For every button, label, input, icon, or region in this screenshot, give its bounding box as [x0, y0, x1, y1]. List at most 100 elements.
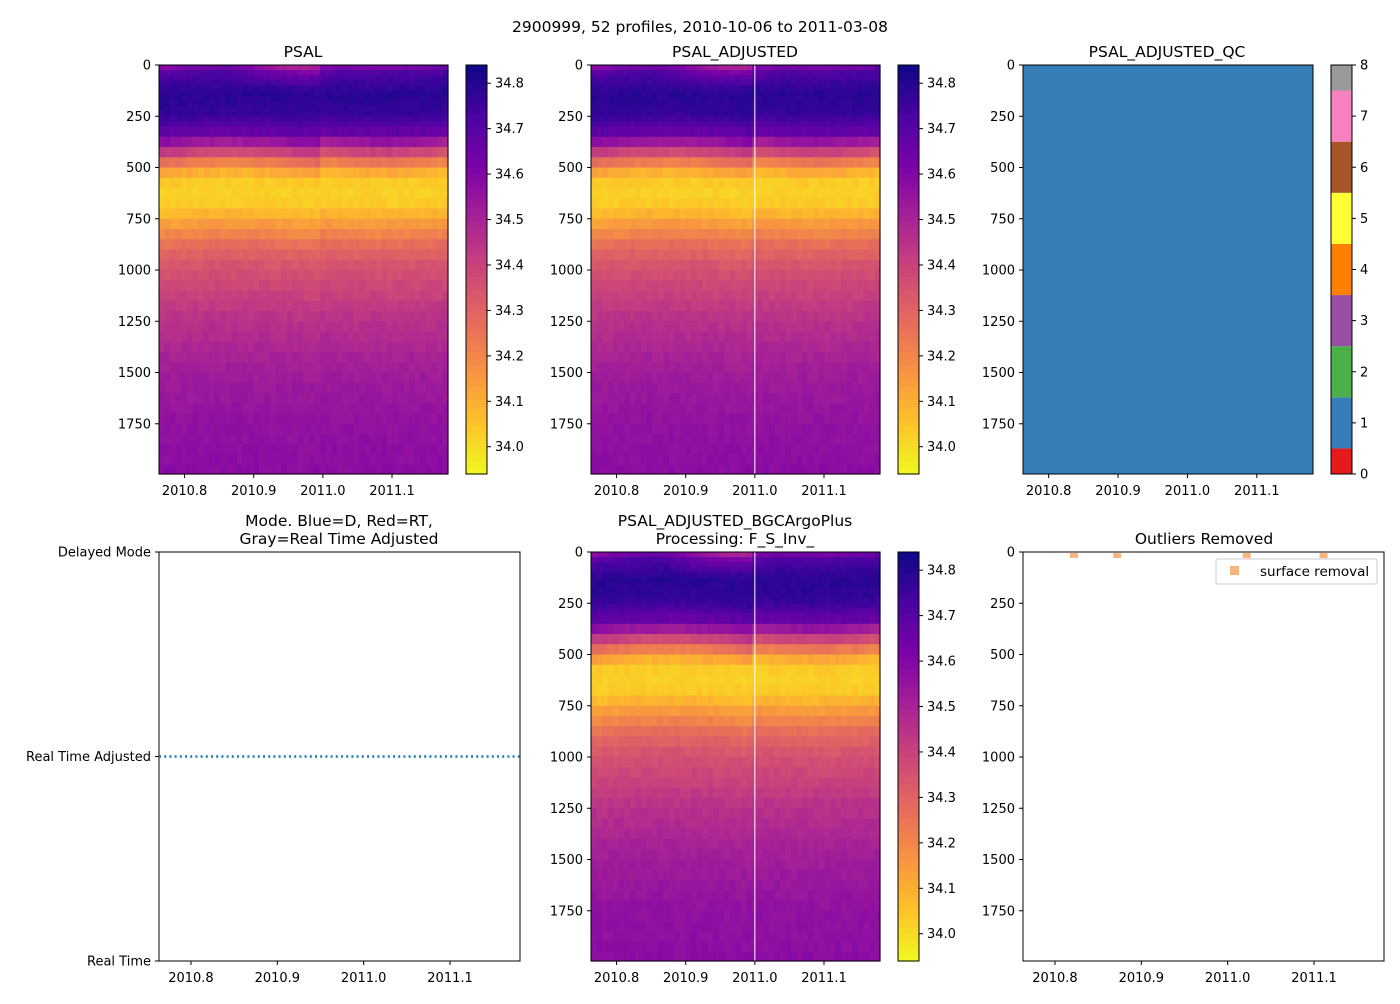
colorbar-segment — [466, 365, 487, 372]
heatmap-cell — [248, 80, 254, 86]
heatmap-cell — [852, 250, 858, 261]
heatmap-cell — [619, 157, 625, 168]
x-axis-xtick-label: 2010.9 — [231, 484, 277, 499]
heatmap-cell — [387, 91, 393, 97]
heatmap-cell — [641, 239, 647, 250]
heatmap-cell — [265, 362, 271, 373]
heatmap-cell — [819, 270, 825, 281]
heatmap-cell — [769, 91, 775, 97]
heatmap-cell — [591, 137, 597, 148]
heatmap-cell — [304, 70, 310, 76]
heatmap-cell — [702, 111, 708, 117]
heatmap-cell — [248, 424, 254, 435]
heatmap-cell — [420, 106, 426, 112]
heatmap-cell — [320, 342, 326, 353]
heatmap-cell — [797, 209, 803, 220]
heatmap-cell — [830, 270, 836, 281]
heatmap-cell — [758, 414, 764, 425]
heatmap-cell — [724, 373, 730, 384]
heatmap-cell — [192, 229, 198, 240]
heatmap-cell — [176, 96, 182, 102]
heatmap-cell — [685, 291, 691, 302]
heatmap-cell — [697, 116, 703, 122]
heatmap-cell — [426, 444, 432, 455]
heatmap-cell — [841, 301, 847, 312]
heatmap-cell — [708, 291, 714, 302]
heatmap-cell — [320, 270, 326, 281]
heatmap-cell — [292, 260, 298, 271]
heatmap-cell — [348, 111, 354, 117]
heatmap-cell — [326, 86, 332, 92]
heatmap-cell — [608, 178, 614, 189]
heatmap-cell — [259, 80, 265, 86]
heatmap-cell — [187, 352, 193, 363]
heatmap-cell — [265, 403, 271, 414]
heatmap-cell — [669, 250, 675, 261]
heatmap-cell — [724, 465, 730, 475]
heatmap-cell — [342, 342, 348, 353]
heatmap-cell — [663, 137, 669, 148]
heatmap-cell — [192, 403, 198, 414]
heatmap-cell — [669, 147, 675, 158]
heatmap-cell — [420, 116, 426, 122]
heatmap-cell — [802, 393, 808, 404]
heatmap-cell — [270, 65, 276, 71]
heatmap-cell — [858, 321, 864, 332]
heatmap-cell — [602, 75, 608, 81]
heatmap-cell — [791, 321, 797, 332]
heatmap-cell — [813, 70, 819, 76]
x-axis-xtick-label: 2011.1 — [801, 484, 847, 499]
heatmap-cell — [309, 291, 315, 302]
heatmap-cell — [608, 65, 614, 71]
heatmap-cell — [808, 403, 814, 414]
heatmap-cell — [624, 209, 630, 220]
heatmap-cell — [215, 106, 221, 112]
heatmap-cell — [215, 342, 221, 353]
heatmap-cell — [647, 106, 653, 112]
heatmap-cell — [409, 424, 415, 435]
heatmap-cell — [165, 157, 171, 168]
heatmap-cell — [624, 70, 630, 76]
heatmap-cell — [437, 260, 443, 271]
heatmap-cell — [359, 321, 365, 332]
heatmap-cell — [769, 147, 775, 158]
heatmap-cell — [409, 373, 415, 384]
heatmap-cell — [624, 198, 630, 209]
heatmap-cell — [747, 75, 753, 81]
heatmap-cell — [304, 291, 310, 302]
heatmap-cell — [702, 424, 708, 435]
heatmap-cell — [708, 101, 714, 107]
colorbar-segment — [466, 433, 487, 440]
heatmap-cell — [376, 352, 382, 363]
heatmap-cell — [813, 434, 819, 445]
heatmap-cell — [159, 219, 165, 230]
heatmap-cell — [763, 178, 769, 189]
heatmap-cell — [365, 116, 371, 122]
heatmap-cell — [713, 301, 719, 312]
heatmap-cell — [348, 332, 354, 343]
heatmap-cell — [852, 414, 858, 425]
heatmap-cell — [691, 362, 697, 373]
heatmap-cell — [431, 311, 437, 322]
heatmap-cell — [348, 209, 354, 220]
heatmap-cell — [830, 188, 836, 199]
heatmap-cell — [315, 116, 321, 122]
heatmap-cell — [359, 121, 365, 127]
heatmap-cell — [741, 96, 747, 102]
heatmap-cell — [270, 106, 276, 112]
heatmap-cell — [242, 434, 248, 445]
heatmap-cell — [231, 444, 237, 455]
heatmap-cell — [265, 465, 271, 475]
heatmap-cell — [370, 465, 376, 475]
heatmap-cell — [359, 332, 365, 343]
heatmap-cell — [237, 101, 243, 107]
heatmap-cell — [674, 373, 680, 384]
heatmap-cell — [708, 121, 714, 127]
heatmap-cell — [337, 209, 343, 220]
heatmap-cell — [398, 332, 404, 343]
heatmap-cell — [242, 291, 248, 302]
heatmap-cell — [719, 121, 725, 127]
heatmap-cell — [602, 157, 608, 168]
heatmap-cell — [858, 444, 864, 455]
heatmap-cell — [591, 209, 597, 220]
